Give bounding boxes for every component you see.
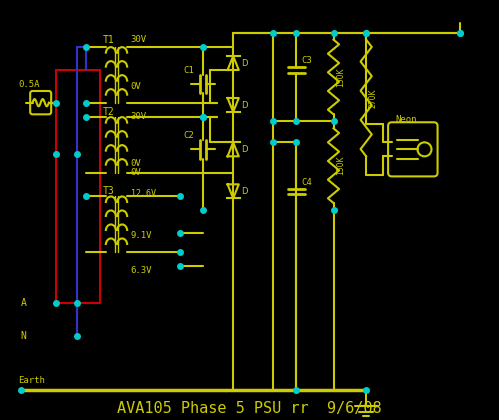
Text: 30V: 30V (131, 35, 147, 44)
Text: A: A (21, 298, 27, 308)
Text: 150K: 150K (336, 156, 345, 176)
Text: Neon: Neon (395, 115, 417, 123)
Text: 12.6V: 12.6V (131, 189, 156, 198)
Text: C1: C1 (184, 66, 194, 74)
Text: T1: T1 (102, 35, 114, 45)
Text: AVA105 Phase 5 PSU rr  9/6/08: AVA105 Phase 5 PSU rr 9/6/08 (117, 401, 382, 416)
Text: C2: C2 (184, 131, 194, 140)
Text: 9.1V: 9.1V (131, 231, 152, 240)
Text: 6.3V: 6.3V (131, 266, 152, 275)
Text: D: D (241, 100, 248, 110)
Text: C3: C3 (302, 56, 312, 65)
Text: 0V: 0V (131, 82, 141, 91)
Text: N: N (21, 331, 27, 341)
Text: 30V: 30V (131, 112, 147, 121)
Text: D: D (241, 187, 248, 196)
Text: 270K: 270K (369, 88, 378, 108)
Text: D: D (241, 58, 248, 68)
Text: 0V: 0V (131, 159, 141, 168)
Text: D: D (241, 145, 248, 154)
Text: 0.5A: 0.5A (18, 79, 40, 89)
Text: 0V: 0V (131, 168, 141, 177)
Text: T3: T3 (102, 186, 114, 196)
Text: Earth: Earth (18, 376, 45, 385)
Text: 150K: 150K (336, 67, 345, 87)
Text: C4: C4 (302, 178, 312, 186)
Text: T2: T2 (102, 107, 114, 117)
